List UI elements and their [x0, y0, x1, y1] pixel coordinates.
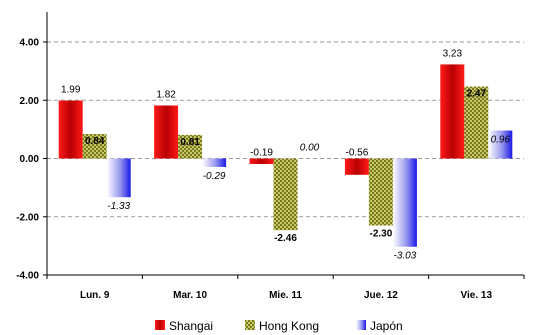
data-label: -0.19 [250, 148, 273, 159]
data-label: -1.33 [107, 201, 130, 212]
data-label: 0.00 [300, 143, 320, 154]
bar-shangai [440, 64, 465, 159]
data-label: 1.99 [61, 85, 81, 96]
x-category-label: Vie. 13 [461, 290, 493, 301]
x-category-label: Jue. 12 [364, 290, 398, 301]
bar-shangai [249, 158, 274, 165]
data-label: 0.96 [491, 135, 511, 146]
bar-shangai [344, 158, 369, 175]
y-tick-label: -2.00 [16, 212, 39, 223]
legend: Shangai Hong Kong Japón [155, 319, 403, 333]
bar-hong-kong [82, 134, 107, 159]
bar-hong-kong [464, 86, 489, 159]
legend-swatch [155, 320, 165, 330]
bar-japón [106, 158, 131, 198]
bars [58, 64, 513, 247]
data-label: 1.82 [156, 89, 176, 100]
x-category-label: Mar. 10 [173, 290, 207, 301]
data-label: -0.29 [203, 171, 226, 182]
data-label: 0.81 [180, 137, 200, 148]
x-category-label: Mie. 11 [269, 290, 302, 301]
x-category-label: Lun. 9 [80, 290, 110, 301]
bar-japón [392, 158, 417, 247]
bar-japón [202, 158, 227, 167]
bar-shangai [58, 100, 83, 159]
y-axis-ticks: 4.00 2.00 0.00 -2.00 -4.00 [16, 38, 39, 282]
x-axis-categories: Lun. 9 Mar. 10 Mie. 11 Jue. 12 Vie. 13 [80, 290, 493, 301]
bar-hong-kong [273, 158, 298, 231]
legend-label: Shangai [169, 319, 213, 333]
legend-swatch [245, 320, 255, 330]
y-tick-label: -4.00 [16, 271, 39, 282]
data-label: -2.46 [274, 233, 297, 244]
data-label: 2.47 [467, 89, 487, 100]
data-label: 0.84 [85, 136, 105, 147]
data-label: -2.30 [370, 228, 393, 239]
bar-shangai [154, 105, 179, 159]
y-tick-label: 4.00 [20, 38, 40, 49]
bar-japón [488, 130, 513, 159]
data-labels: 1.99 0.84 -1.33 1.82 0.81 -0.29 -0.19 -2.46 0.00… [61, 48, 511, 261]
data-label: -3.03 [394, 251, 417, 262]
legend-label: Japón [370, 319, 403, 333]
legend-label: Hong Kong [259, 319, 319, 333]
y-tick-label: 2.00 [20, 96, 40, 107]
y-tick-label: 0.00 [20, 154, 40, 165]
axes [43, 12, 525, 279]
legend-swatch [356, 320, 366, 330]
data-label: 3.23 [443, 48, 463, 59]
data-label: -0.56 [346, 148, 369, 159]
bar-hong-kong [368, 158, 393, 226]
bar-hong-kong [178, 134, 203, 159]
